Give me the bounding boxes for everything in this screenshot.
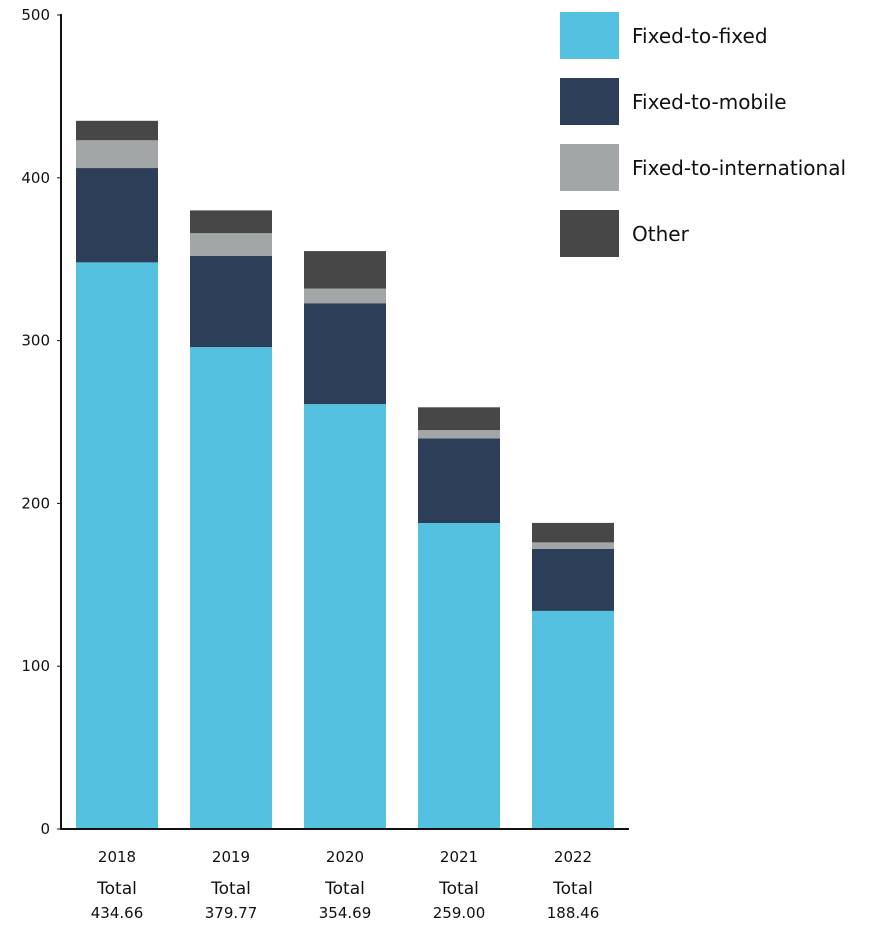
x-tick-label: 2019: [212, 848, 250, 866]
bar-segment-2019-3: [190, 210, 272, 234]
bar-segment-2020-2: [304, 288, 386, 304]
bar-segment-2022-2: [532, 542, 614, 549]
legend-label: Fixed-to-mobile: [632, 89, 787, 114]
bar-segment-2022-0: [532, 610, 614, 829]
legend-label: Fixed-to-international: [632, 155, 847, 180]
total-value: 188.46: [547, 904, 600, 922]
y-tick-label: 100: [21, 657, 50, 675]
bar-segment-2018-0: [76, 262, 158, 829]
bar-segment-2022-3: [532, 522, 614, 543]
legend-swatch: [560, 144, 619, 191]
legend-swatch: [560, 78, 619, 125]
total-value: 259.00: [433, 904, 486, 922]
legend-item: Fixed-to-fixed: [560, 12, 846, 59]
total-value: 434.66: [91, 904, 144, 922]
total-label: Total: [552, 879, 593, 899]
legend-label: Fixed-to-fixed: [632, 23, 768, 48]
bar-segment-2020-1: [304, 303, 386, 405]
total-value: 379.77: [205, 904, 258, 922]
legend-swatch: [560, 210, 619, 257]
x-tick-label: 2018: [98, 848, 136, 866]
x-tick-label: 2021: [440, 848, 478, 866]
y-tick-label: 300: [21, 332, 50, 350]
bars-layer: [76, 120, 614, 829]
legend-item: Fixed-to-international: [560, 144, 846, 191]
total-label: Total: [324, 879, 365, 899]
x-tick-label: 2022: [554, 848, 592, 866]
bar-segment-2020-3: [304, 251, 386, 289]
total-label: Total: [210, 879, 251, 899]
x-tick-label: 2020: [326, 848, 364, 866]
total-label: Total: [96, 879, 137, 899]
total-label: Total: [438, 879, 479, 899]
y-tick-labels: 0 100 200 300 400 500: [21, 6, 61, 838]
bar-segment-2019-2: [190, 233, 272, 256]
bar-segment-2019-1: [190, 255, 272, 348]
legend: Fixed-to-fixed Fixed-to-mobile Fixed-to-in…: [560, 12, 846, 276]
bar-segment-2021-3: [418, 407, 500, 431]
y-tick-label: 0: [40, 820, 50, 838]
bar-segment-2021-2: [418, 430, 500, 439]
bar-segment-2018-1: [76, 168, 158, 263]
total-value: 354.69: [319, 904, 372, 922]
bar-segment-2021-1: [418, 438, 500, 523]
bar-segment-2020-0: [304, 404, 386, 829]
bar-segment-2022-1: [532, 549, 614, 611]
y-tick-label: 500: [21, 6, 50, 24]
bar-segment-2018-3: [76, 120, 158, 141]
legend-swatch: [560, 12, 619, 59]
y-tick-label: 400: [21, 169, 50, 187]
y-tick-label: 200: [21, 494, 50, 512]
legend-item: Other: [560, 210, 846, 257]
bar-segment-2019-0: [190, 347, 272, 829]
bar-segment-2018-2: [76, 140, 158, 169]
legend-item: Fixed-to-mobile: [560, 78, 846, 125]
x-category-labels: 2018 Total 434.66 2019 Total 379.77 2020 Total 3…: [91, 848, 600, 922]
bar-segment-2021-0: [418, 522, 500, 829]
legend-label: Other: [632, 221, 689, 246]
